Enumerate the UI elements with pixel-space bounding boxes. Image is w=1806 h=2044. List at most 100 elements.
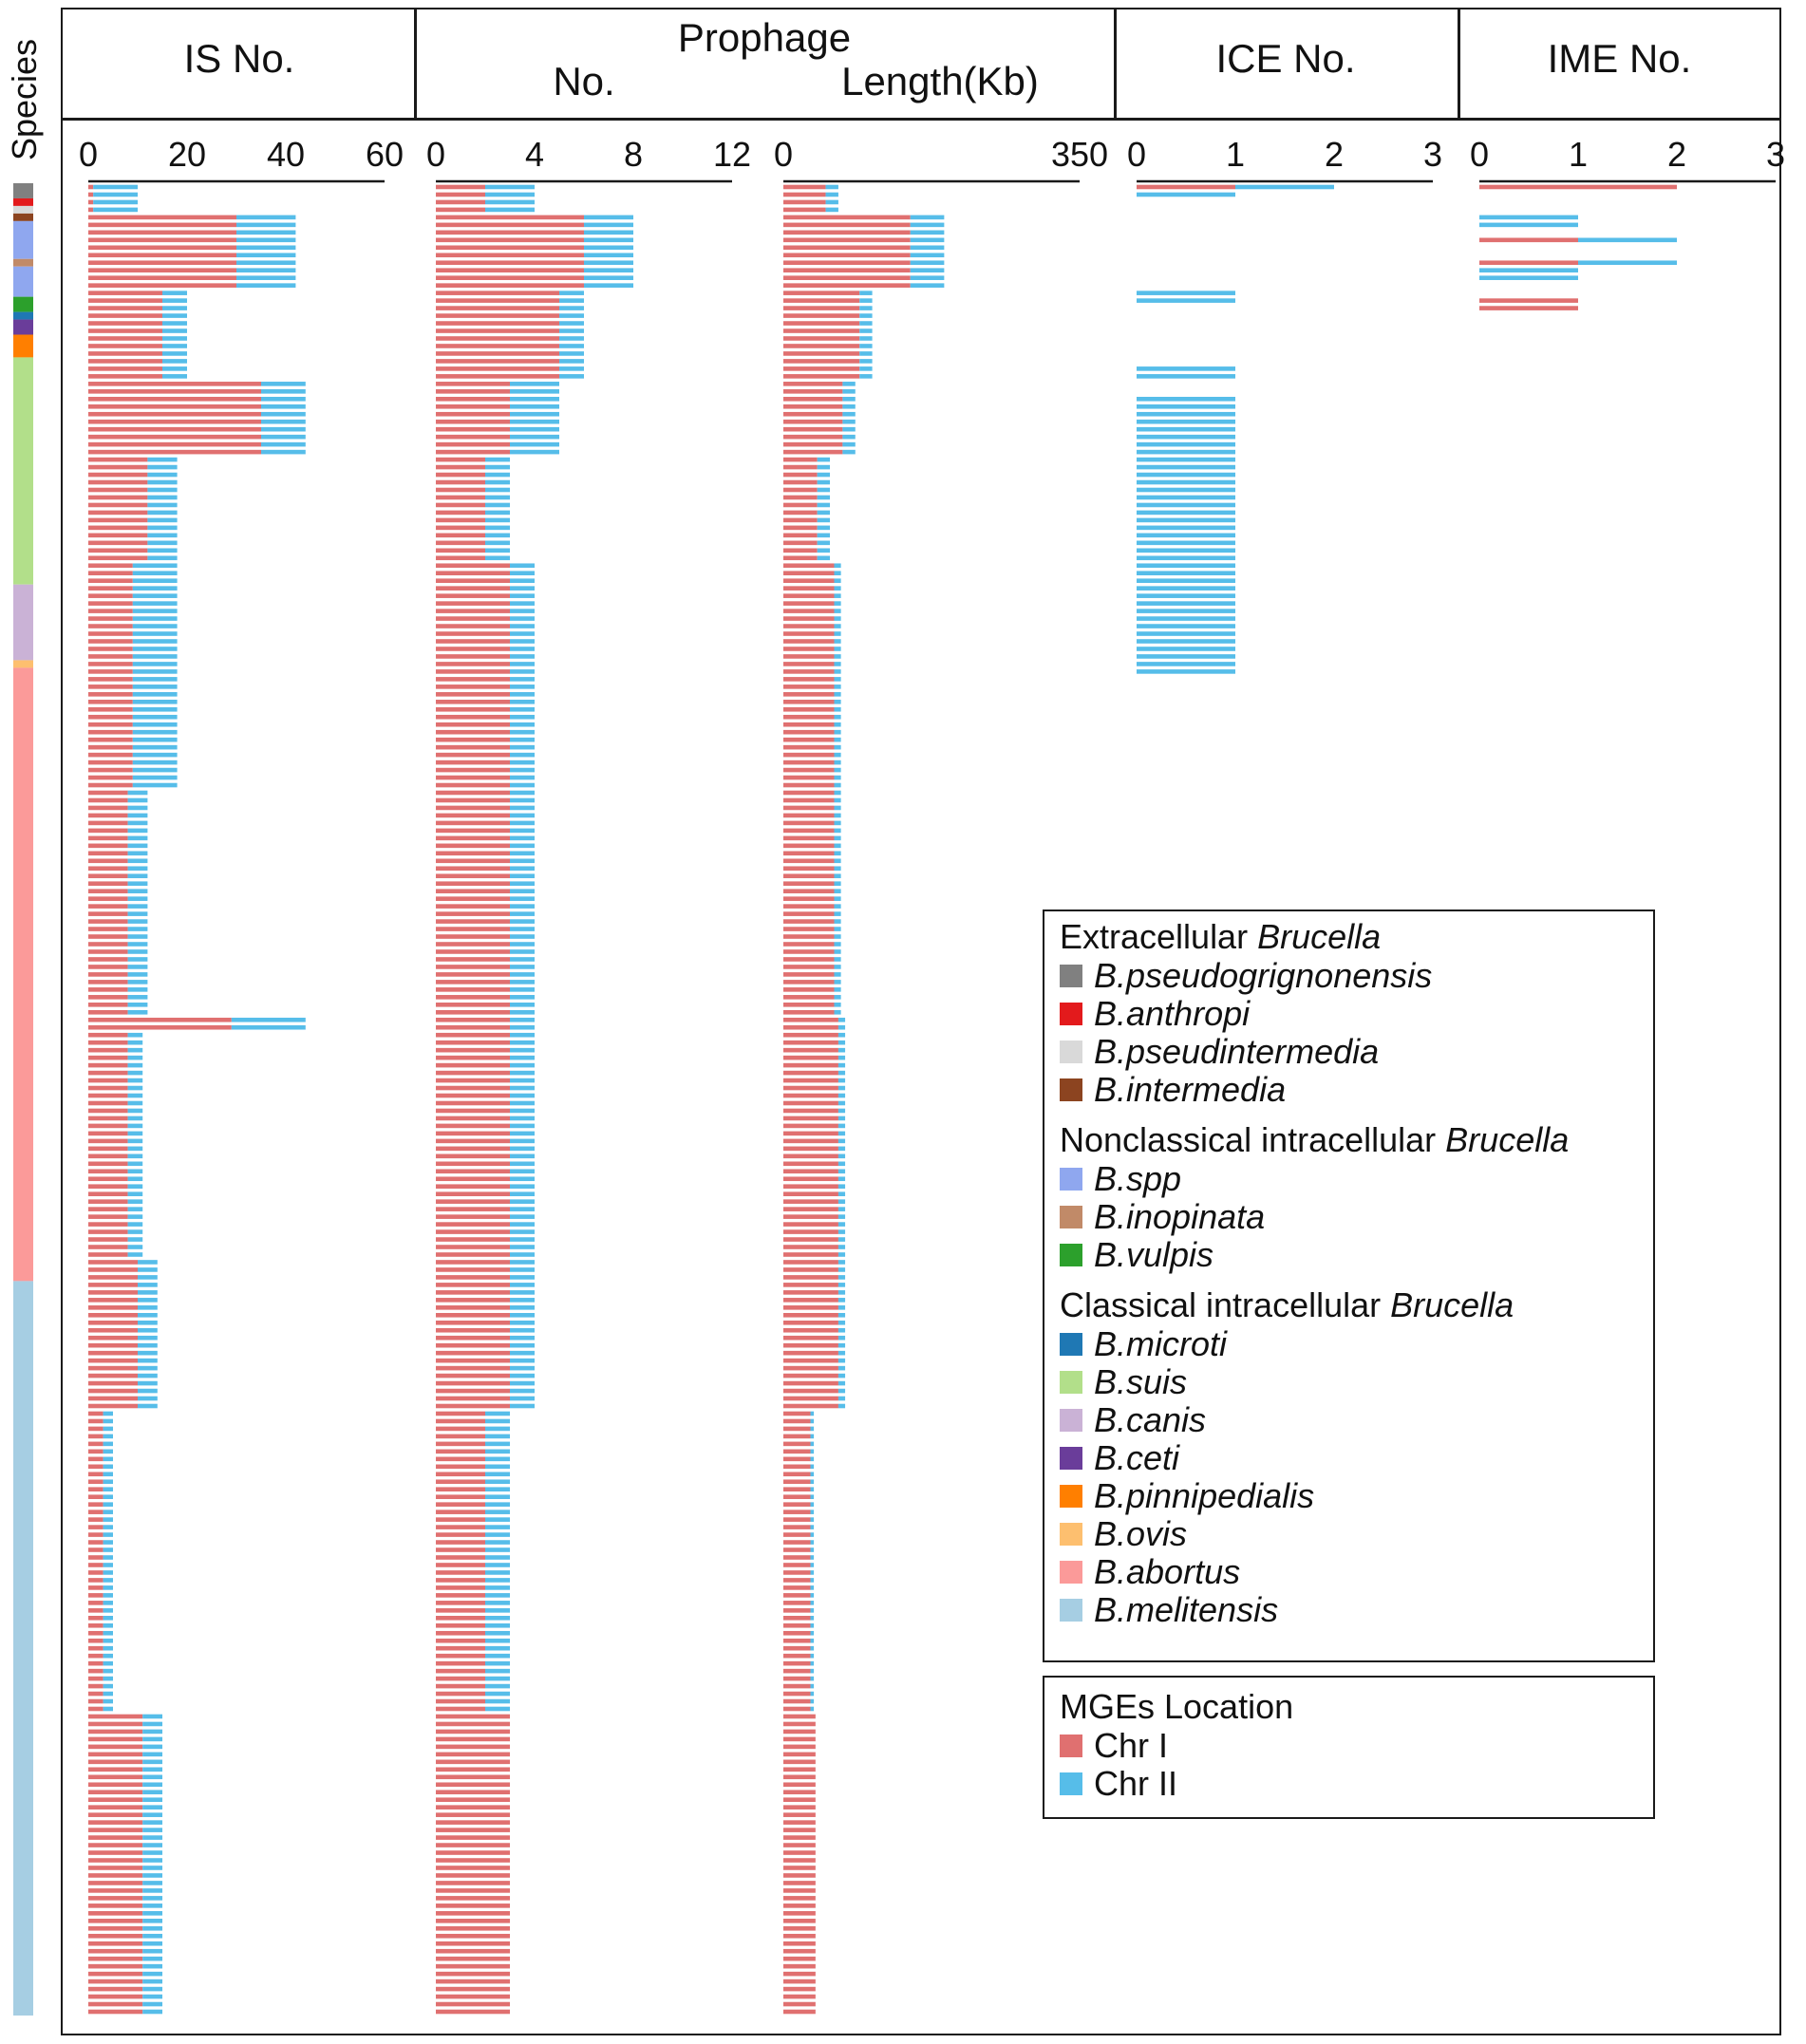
bar-chr2 <box>162 344 187 348</box>
bar-chr2 <box>485 464 510 470</box>
bar-chr1 <box>88 1517 103 1522</box>
bar-chr1 <box>436 1919 510 1923</box>
bar-chr1 <box>783 230 911 235</box>
bar-chr1 <box>88 729 133 735</box>
bar-chr1 <box>88 571 133 576</box>
bar-chr1 <box>783 1108 838 1114</box>
bar-chr1 <box>436 1373 510 1378</box>
bar-chr1 <box>436 1903 510 1908</box>
bar-chr2 <box>510 396 559 402</box>
bar-chr1 <box>783 1290 838 1295</box>
bar-chr2 <box>1137 502 1235 508</box>
bar-chr2 <box>837 1093 846 1098</box>
bar-chr2 <box>837 1108 846 1114</box>
bar-chr2 <box>510 805 535 811</box>
bar-chr2 <box>834 759 841 765</box>
bar-chr2 <box>485 207 535 213</box>
bar-chr2 <box>559 366 584 371</box>
bar-chr1 <box>783 722 835 727</box>
bar-chr2 <box>142 1896 162 1901</box>
bar-chr1 <box>88 1835 143 1840</box>
bar-chr1 <box>436 662 510 666</box>
legend-item-chr1: Chr I <box>1060 1726 1653 1765</box>
bar-chr2 <box>162 298 187 303</box>
bar-chr1 <box>783 1078 838 1083</box>
bar-chr1 <box>436 957 510 962</box>
bar-chr2 <box>231 1017 306 1022</box>
bar-chr1 <box>436 1138 510 1144</box>
bar-chr2 <box>837 1214 846 1219</box>
bar-chr2 <box>261 441 306 447</box>
bar-chr2 <box>510 1138 535 1144</box>
bar-chr1 <box>783 1948 816 1954</box>
bar-chr1 <box>88 230 236 235</box>
bar-chr2 <box>834 616 841 621</box>
bar-chr1 <box>88 1911 143 1916</box>
bar-chr2 <box>837 1055 846 1060</box>
bar-chr1 <box>436 1009 510 1015</box>
legend-swatch <box>1060 1168 1082 1191</box>
bar-chr1 <box>436 1070 510 1076</box>
bar-chr2 <box>132 593 178 598</box>
bar-chr2 <box>142 1903 162 1908</box>
bar-chr1 <box>436 987 510 992</box>
bar-chr2 <box>142 1843 162 1847</box>
bar-chr2 <box>142 1873 162 1878</box>
bar-chr2 <box>837 1245 846 1249</box>
bar-chr1 <box>783 434 843 440</box>
bar-chr1 <box>436 828 510 834</box>
bar-chr2 <box>103 1683 113 1689</box>
bar-chr1 <box>783 1327 838 1333</box>
bar-chr1 <box>88 1616 103 1621</box>
bar-chr2 <box>485 1676 510 1681</box>
bar-chr1 <box>88 207 94 213</box>
bar-chr2 <box>142 2009 162 2015</box>
bar-chr2 <box>132 729 178 735</box>
bar-chr1 <box>436 1426 485 1432</box>
bar-chr1 <box>783 1100 838 1106</box>
bar-chr1 <box>436 1578 485 1583</box>
bar-chr2 <box>147 495 178 500</box>
bar-chr1 <box>783 1146 838 1152</box>
bar-chr1 <box>436 1487 485 1492</box>
bar-chr1 <box>88 237 236 243</box>
bar-chr1 <box>783 306 860 310</box>
bar-chr2 <box>584 275 633 280</box>
bar-chr1 <box>88 601 133 606</box>
bar-chr1 <box>783 1176 838 1182</box>
legend-location-title: MGEs Location <box>1060 1687 1294 1726</box>
bar-chr1 <box>436 995 510 1000</box>
bar-chr2 <box>103 1563 113 1567</box>
bar-chr1 <box>436 1365 510 1371</box>
bar-chr1 <box>783 275 911 280</box>
bar-chr1 <box>88 1941 143 1946</box>
tick-label: 3 <box>1766 135 1785 174</box>
bar-chr2 <box>132 700 178 704</box>
bar-chr1 <box>436 1630 485 1636</box>
bar-chr1 <box>436 722 510 727</box>
bar-chr2 <box>510 980 535 984</box>
bar-chr1 <box>783 1601 811 1605</box>
bar-chr2 <box>810 1525 815 1529</box>
bar-chr1 <box>88 949 128 954</box>
bar-chr2 <box>236 268 296 273</box>
tick-label: 40 <box>267 135 305 174</box>
bar-chr2 <box>910 268 945 273</box>
bar-chr2 <box>485 1698 510 1704</box>
bar-chr1 <box>88 980 128 984</box>
bar-chr1 <box>436 253 584 258</box>
bar-chr2 <box>510 744 535 750</box>
bar-chr1 <box>436 1933 510 1939</box>
tick-label: 0 <box>774 135 793 174</box>
bar-chr2 <box>127 1070 143 1076</box>
bar-chr2 <box>127 1191 143 1196</box>
bar-chr2 <box>834 571 841 576</box>
bar-chr1 <box>88 1820 143 1825</box>
bar-chr1 <box>88 336 162 341</box>
bar-chr2 <box>834 647 841 651</box>
bar-chr2 <box>510 1298 535 1303</box>
bar-chr2 <box>810 1517 815 1522</box>
bar-chr2 <box>834 744 841 750</box>
bar-chr1 <box>88 1994 143 1999</box>
bar-chr2 <box>834 677 841 682</box>
